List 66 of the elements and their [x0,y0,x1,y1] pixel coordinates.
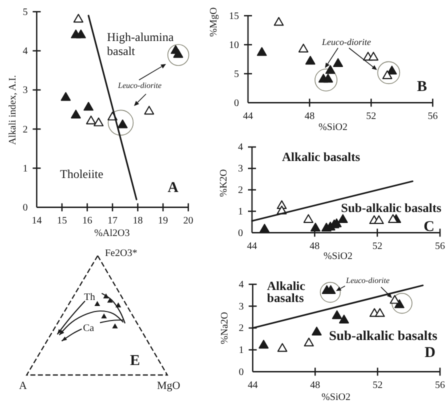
y-axis-title: %Na2O [220,312,230,344]
x-tick-label: 52 [372,240,382,252]
y-axis-title: %K2O [218,169,230,197]
x-tick-label: 48 [310,380,320,391]
x-tick-label: 44 [243,110,253,122]
annotation: Leuco-diorite [321,37,371,47]
x-tick-label: 56 [435,380,445,391]
y-tick-label: 3 [238,164,243,175]
text: Th [84,292,96,303]
annotation: High-alumina basalt [107,30,174,58]
y-tick-label: 2 [22,124,28,136]
y-tick-label: 4 [22,46,28,58]
text: B [416,79,428,95]
x-tick-label: 16 [82,215,92,226]
y-tick-label: 2 [238,185,243,196]
y-tick-label: 15 [229,10,239,22]
y-tick-label: 5 [22,6,28,18]
annotation: Sub-alkalic basalts [341,201,442,215]
x-tick-label: 20 [183,215,194,226]
y-tick-label: 1 [22,163,28,174]
annotation: Sub-alkalic basalts [329,328,438,343]
text: E [130,353,140,369]
annotation: Alkalic basalts [282,150,360,164]
y-tick-label: 3 [238,301,244,312]
text: Ca [83,323,95,334]
x-tick-label: 17 [108,215,118,226]
y-tick-label: 1 [238,345,244,356]
x-axis-title: %SiO2 [324,251,352,262]
y-tick-label: 3 [22,85,28,96]
x-tick-label: 44 [248,380,258,391]
y-tick-label: 0 [234,98,239,109]
x-tick-label: 44 [247,240,257,252]
y-tick-label: 5 [234,68,239,80]
x-tick-label: 14 [32,215,42,226]
x-tick-label: 56 [435,240,445,252]
annotation: Leuco-diorite [117,81,162,90]
y-tick-label: 0 [238,366,244,378]
y-tick-label: 0 [22,202,28,214]
x-tick-label: 48 [304,110,315,122]
y-axis-title: Alkali index, A.I. [8,75,18,145]
text: C [424,219,434,235]
text: Fe2O3* [105,248,138,259]
annotation: Alkalic basalts [267,279,306,305]
y-tick-label: 1 [238,206,243,218]
x-tick-label: 19 [158,215,168,226]
text: D [424,345,436,361]
x-tick-label: 18 [132,215,143,226]
text: A [168,180,179,196]
x-tick-label: 56 [428,110,438,122]
x-tick-label: 52 [372,380,383,391]
x-tick-label: 15 [56,215,67,226]
x-tick-label: 52 [366,110,376,122]
text: A [19,380,27,392]
y-tick-label: 4 [238,280,244,290]
x-axis-title: %SiO2 [318,122,348,133]
x-tick-label: 48 [310,240,320,252]
y-tick-label: 10 [229,40,239,51]
text: MgO [157,380,180,392]
x-axis-title: %SiO2 [322,392,350,403]
y-tick-label: 4 [238,142,243,154]
y-axis-title: %MgO [208,7,220,37]
annotation: Tholeiite [60,167,104,181]
x-axis-title: %Al2O3 [94,228,130,239]
y-tick-label: 0 [238,228,243,239]
y-tick-label: 2 [238,323,244,334]
annotation: Leuco-diorite [345,276,390,285]
